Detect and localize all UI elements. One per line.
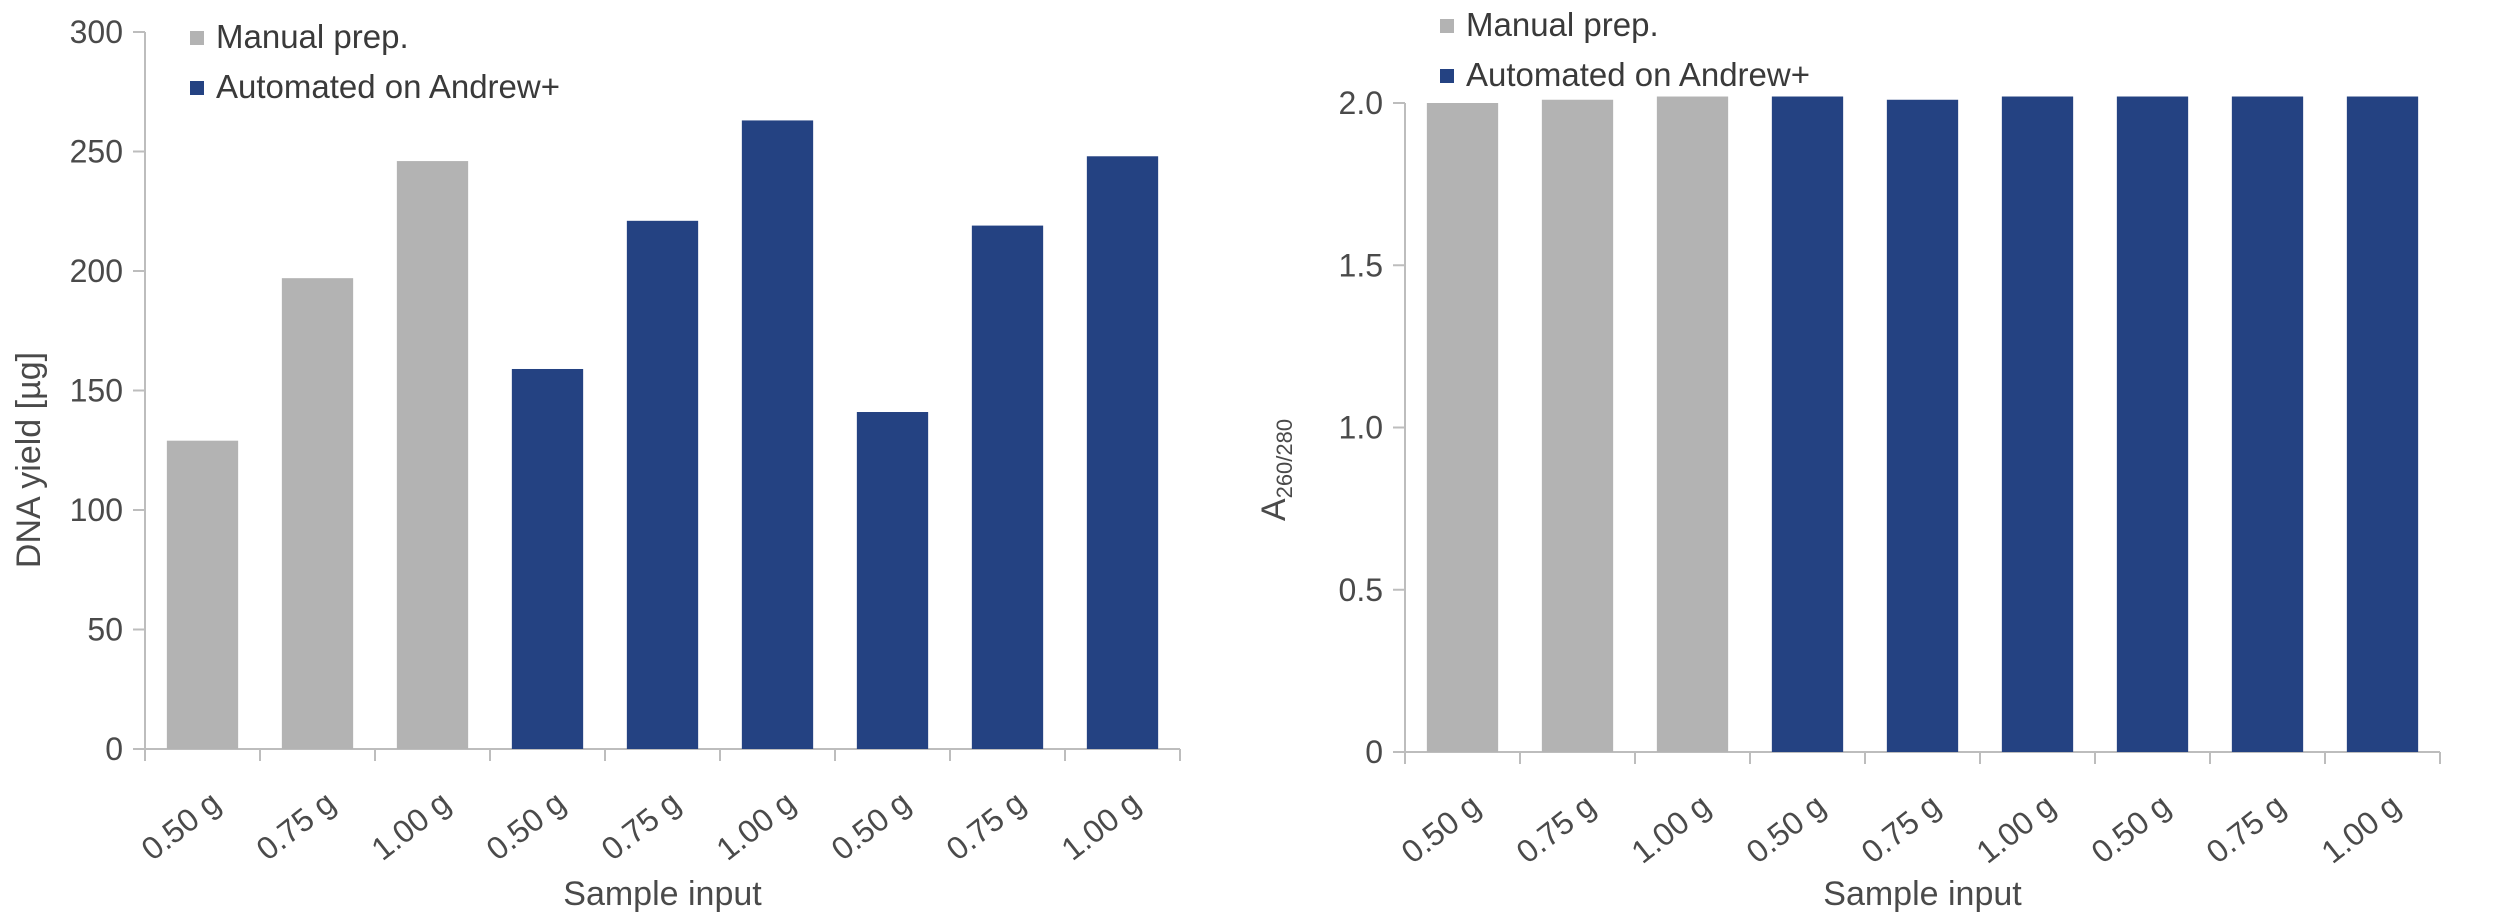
bar-manual (1656, 96, 1729, 752)
bar-manual (281, 278, 354, 749)
x-tick-label: 0.75 g (2200, 787, 2292, 870)
y-tick-label: 50 (87, 612, 123, 648)
x-tick-label: 0.50 g (825, 784, 917, 867)
x-tick-label: 1.00 g (1970, 787, 2062, 870)
y-tick-label: 0 (105, 731, 123, 767)
x-tick-label: 1.00 g (365, 784, 457, 867)
bar-automated (1771, 96, 1844, 752)
y-tick-label: 200 (70, 253, 123, 289)
x-tick-label: 0.75 g (1855, 787, 1947, 870)
x-axis-label: Sample input (563, 875, 762, 913)
bar-automated (626, 220, 699, 749)
y-axis-label-subscript: 260/280 (1272, 419, 1297, 499)
bar-automated (2116, 96, 2189, 752)
bar-automated (971, 225, 1044, 750)
y-tick-label: 150 (70, 373, 123, 409)
legend-swatch-automated (190, 81, 204, 95)
x-tick-label: 0.50 g (1395, 787, 1487, 870)
x-tick-label: 0.50 g (1740, 787, 1832, 870)
bar-automated (1086, 156, 1159, 749)
bar-automated (856, 412, 929, 749)
bar-manual (1541, 99, 1614, 752)
legend-label-manual: Manual prep. (1466, 6, 1659, 43)
bar-automated (2001, 96, 2074, 752)
x-tick-label: 0.75 g (250, 784, 342, 867)
legend-swatch-manual (1440, 19, 1454, 33)
x-tick-label: 0.50 g (2085, 787, 2177, 870)
x-tick-label: 1.00 g (710, 784, 802, 867)
y-tick-label: 1.5 (1339, 247, 1383, 283)
y-tick-label: 2.0 (1339, 85, 1383, 121)
x-tick-label: 0.75 g (1510, 787, 1602, 870)
legend-label-manual: Manual prep. (216, 18, 409, 55)
x-tick-label: 0.75 g (940, 784, 1032, 867)
x-tick-label: 0.50 g (135, 784, 227, 867)
bar-automated (2346, 96, 2419, 752)
y-axis-label: DNA yield [µg] (10, 352, 48, 568)
x-tick-label: 1.00 g (1055, 784, 1147, 867)
y-tick-label: 0 (1365, 734, 1383, 770)
bar-manual (166, 440, 239, 749)
y-tick-label: 300 (70, 14, 123, 50)
y-axis-label-main: A (1255, 498, 1293, 521)
x-tick-label: 0.75 g (595, 784, 687, 867)
bar-automated (511, 368, 584, 749)
bar-manual (1426, 103, 1499, 752)
x-tick-label: 1.00 g (2315, 787, 2407, 870)
bar-automated (2231, 96, 2304, 752)
purity-ratio-chart: 0 0.5 1.0 1.5 2.0 0.50 g 0.75 g 1.00 g 0.50 g 0.7… (1255, 6, 2441, 913)
legend-label-automated: Automated on Andrew+ (1466, 56, 1810, 93)
x-axis-label: Sample input (1823, 875, 2022, 913)
y-tick-label: 1.0 (1339, 410, 1383, 446)
dna-yield-chart: 0 50 100 150 200 250 300 0.50 g 0.75 g 1.00 g 0.50… (10, 14, 1181, 913)
x-tick-label: 0.50 g (480, 784, 572, 867)
bar-manual (396, 161, 469, 749)
legend-swatch-automated (1440, 69, 1454, 83)
y-axis-label: A260/280 (1255, 419, 1297, 521)
legend-label-automated: Automated on Andrew+ (216, 68, 560, 105)
x-tick-label: 1.00 g (1625, 787, 1717, 870)
legend-swatch-manual (190, 31, 204, 45)
y-tick-label: 250 (70, 134, 123, 170)
y-tick-label: 100 (70, 492, 123, 528)
bar-automated (741, 120, 814, 750)
y-tick-label: 0.5 (1339, 572, 1383, 608)
bar-automated (1886, 99, 1959, 752)
